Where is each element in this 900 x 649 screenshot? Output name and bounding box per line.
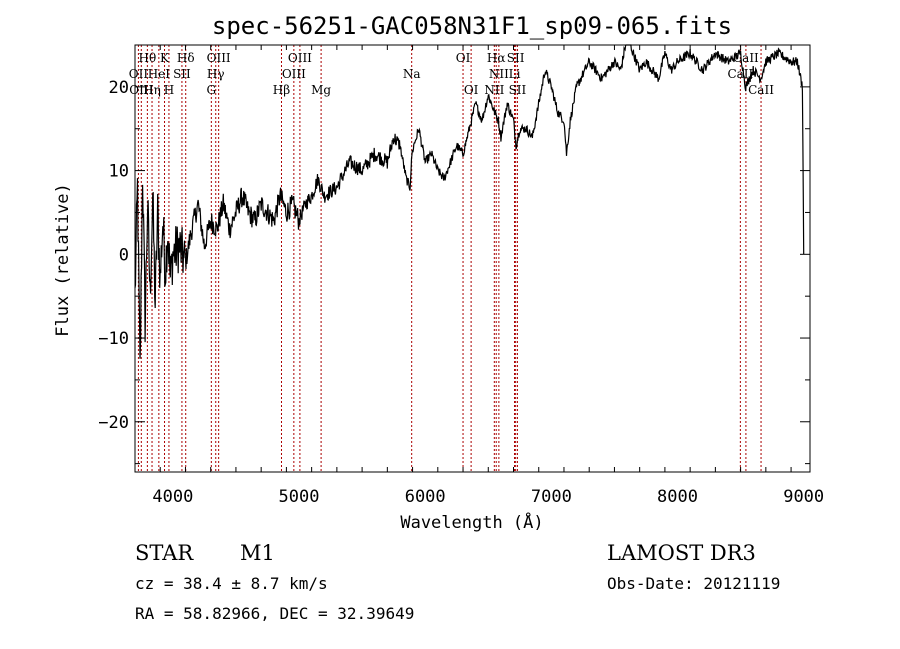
y-tick-label: 20 xyxy=(109,78,129,98)
x-axis: 4000 5000 6000 7000 8000 9000 xyxy=(134,45,824,507)
spectral-line-label: NII xyxy=(484,83,504,97)
plot-frame xyxy=(134,44,811,473)
object-class: STAR xyxy=(135,541,194,565)
spectral-line-label: Hθ xyxy=(139,51,157,65)
spectral-line-label: SII xyxy=(509,83,527,97)
spectral-line-label: K xyxy=(160,51,170,65)
y-axis: −20 −10 0 10 20 xyxy=(98,44,810,465)
x-tick-label: 4000 xyxy=(152,487,193,507)
spectral-line-label: OIII xyxy=(288,51,312,65)
spectral-line-label: Li xyxy=(509,67,521,81)
spectral-line-label: OI xyxy=(464,83,479,97)
spectral-line-label: H xyxy=(164,83,174,97)
spectral-line-label: Mg xyxy=(311,83,331,97)
spectral-line-label: Hα xyxy=(487,51,506,65)
spectral-line-label: OIII xyxy=(207,51,231,65)
spectral-line-label: HeI xyxy=(148,67,171,81)
spectral-line-label: CaII xyxy=(727,67,753,81)
info-block: STAR M1 LAMOST DR3 cz = 38.4 ± 8.7 km/s … xyxy=(135,541,780,623)
coordinates: RA = 58.82966, DEC = 32.39649 xyxy=(135,604,414,623)
spectral-line-label: SII xyxy=(507,51,525,65)
y-tick-label: 0 xyxy=(119,245,129,265)
spectral-line-label: CaII xyxy=(748,83,774,97)
y-axis-label: Flux (relative) xyxy=(53,183,73,337)
survey-name: LAMOST DR3 xyxy=(607,541,756,565)
y-tick-label: 10 xyxy=(109,162,129,182)
spectral-line-label: OI xyxy=(456,51,471,65)
x-tick-label: 6000 xyxy=(405,487,446,507)
observation-date: Obs-Date: 20121119 xyxy=(607,574,780,593)
spectral-line-label: Hγ xyxy=(207,67,225,81)
flux-series-line xyxy=(134,44,805,359)
spectral-line-label: Na xyxy=(403,67,421,81)
spectral-line-label: SII xyxy=(173,67,191,81)
object-subclass: M1 xyxy=(240,541,275,565)
x-tick-label: 7000 xyxy=(531,487,572,507)
x-tick-label: 5000 xyxy=(279,487,320,507)
spectral-line-label: Hη xyxy=(143,83,161,97)
redshift-value: cz = 38.4 ± 8.7 km/s xyxy=(135,574,328,593)
spectral-line-label: NII xyxy=(489,67,509,81)
y-tick-label: −20 xyxy=(98,413,129,433)
x-axis-label: Wavelength (Å) xyxy=(400,511,543,533)
spectral-line-label: G xyxy=(207,83,217,97)
chart-title: spec-56251-GAC058N31F1_sp09-065.fits xyxy=(212,12,732,40)
spectral-line-label: Hδ xyxy=(177,51,195,65)
x-tick-label: 8000 xyxy=(657,487,698,507)
y-tick-label: −10 xyxy=(98,329,129,349)
spectral-line-label: Hβ xyxy=(273,83,290,97)
spectral-line-label: OII xyxy=(129,67,149,81)
x-tick-label: 9000 xyxy=(783,487,824,507)
spectral-line-markers xyxy=(137,45,762,472)
spectral-line-label: OIII xyxy=(282,67,306,81)
